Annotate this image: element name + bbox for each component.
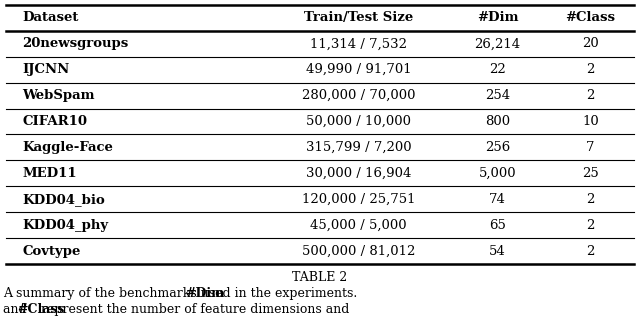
Text: CIFAR10: CIFAR10 xyxy=(22,115,88,128)
Text: 280,000 / 70,000: 280,000 / 70,000 xyxy=(301,89,415,102)
Text: 7: 7 xyxy=(586,141,595,154)
Text: 65: 65 xyxy=(489,219,506,232)
Text: #Dim: #Dim xyxy=(477,11,518,24)
Text: KDD04_phy: KDD04_phy xyxy=(22,219,109,232)
Text: 22: 22 xyxy=(489,63,506,76)
Text: WebSpam: WebSpam xyxy=(22,89,95,102)
Text: 2: 2 xyxy=(586,219,595,232)
Text: Dataset: Dataset xyxy=(22,11,79,24)
Text: KDD04_bio: KDD04_bio xyxy=(22,193,105,206)
Text: represent the number of feature dimensions and: represent the number of feature dimensio… xyxy=(37,303,350,317)
Text: 26,214: 26,214 xyxy=(474,37,521,50)
Text: MED11: MED11 xyxy=(22,167,77,180)
Text: and: and xyxy=(3,303,31,317)
Text: Train/Test Size: Train/Test Size xyxy=(304,11,413,24)
Text: 2: 2 xyxy=(586,89,595,102)
Text: 30,000 / 16,904: 30,000 / 16,904 xyxy=(306,167,411,180)
Text: 254: 254 xyxy=(485,89,510,102)
Text: 45,000 / 5,000: 45,000 / 5,000 xyxy=(310,219,406,232)
Text: 50,000 / 10,000: 50,000 / 10,000 xyxy=(306,115,411,128)
Text: 2: 2 xyxy=(586,245,595,257)
Text: 74: 74 xyxy=(489,193,506,206)
Text: 2: 2 xyxy=(586,193,595,206)
Text: TABLE 2: TABLE 2 xyxy=(292,271,348,284)
Text: 54: 54 xyxy=(489,245,506,257)
Text: Covtype: Covtype xyxy=(22,245,81,257)
Text: IJCNN: IJCNN xyxy=(22,63,70,76)
Text: #Class: #Class xyxy=(17,303,64,317)
Text: 5,000: 5,000 xyxy=(479,167,516,180)
Text: 49,990 / 91,701: 49,990 / 91,701 xyxy=(305,63,412,76)
Text: 256: 256 xyxy=(485,141,510,154)
Text: 120,000 / 25,751: 120,000 / 25,751 xyxy=(301,193,415,206)
Text: 20newsgroups: 20newsgroups xyxy=(22,37,129,50)
Text: #Dim: #Dim xyxy=(185,287,224,300)
Text: 20: 20 xyxy=(582,37,599,50)
Text: 25: 25 xyxy=(582,167,599,180)
Text: 800: 800 xyxy=(485,115,510,128)
Text: 11,314 / 7,532: 11,314 / 7,532 xyxy=(310,37,407,50)
Text: 315,799 / 7,200: 315,799 / 7,200 xyxy=(305,141,412,154)
Text: A summary of the benchmarks used in the experiments.: A summary of the benchmarks used in the … xyxy=(3,287,362,300)
Text: 2: 2 xyxy=(586,63,595,76)
Text: #Class: #Class xyxy=(565,11,616,24)
Text: 500,000 / 81,012: 500,000 / 81,012 xyxy=(301,245,415,257)
Text: Kaggle-Face: Kaggle-Face xyxy=(22,141,113,154)
Text: 10: 10 xyxy=(582,115,599,128)
